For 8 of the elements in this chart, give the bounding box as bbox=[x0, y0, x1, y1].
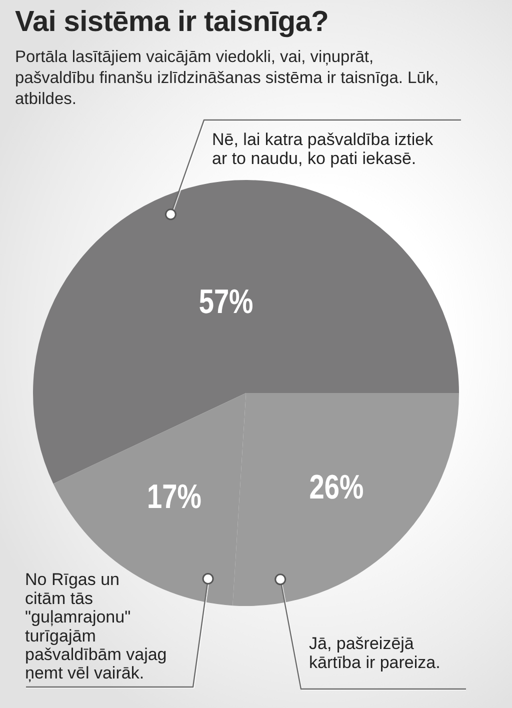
data-label: 17% bbox=[146, 477, 202, 516]
chart-subtitle: Portāla lasītājiem vaicājām viedokli, vai, viņuprāt, pašvaldību finanšu izlīdzināšanas sistēma ir taisnīga. Lūk, atbildes. bbox=[15, 47, 440, 110]
data-label: 26% bbox=[309, 468, 364, 506]
slice-label: Jā, pašreizējā kārtība ir pareiza. bbox=[309, 634, 440, 672]
slice-label: No Rīgas un citām tās "guļamrajonu" turīgajām pašvaldībām vajag ņemt vēl vairāk. bbox=[25, 570, 167, 683]
data-label: 57% bbox=[198, 282, 254, 321]
chart-title: Vai sistēma ir taisnīga? bbox=[15, 6, 329, 39]
slice-label: Nē, lai katra pašvaldība iztiek ar to naudu, ko pati iekasē. bbox=[212, 130, 434, 168]
